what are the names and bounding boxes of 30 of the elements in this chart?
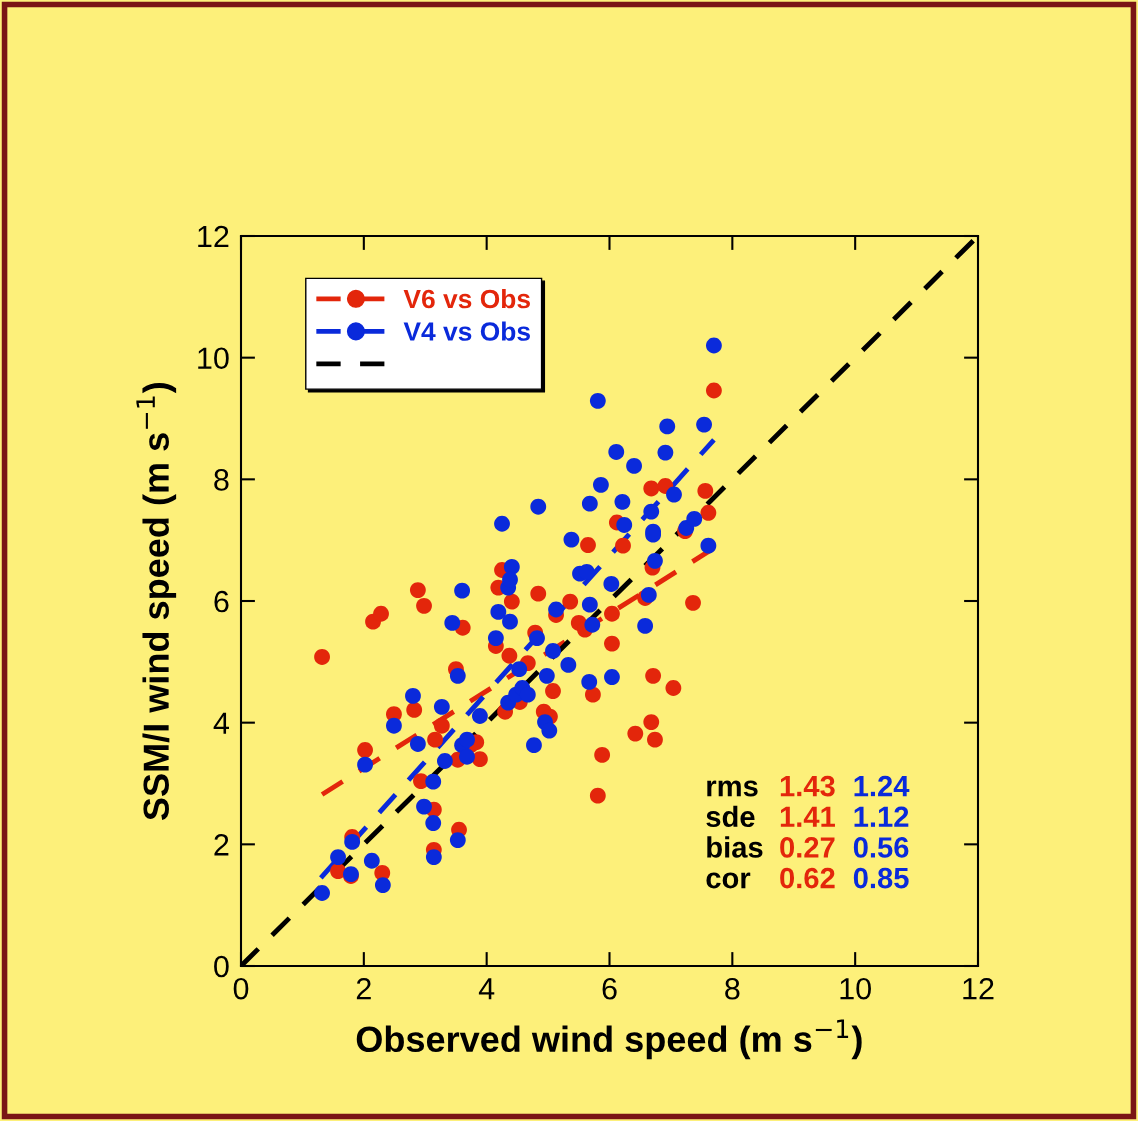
y-tick-label: 6 <box>214 590 229 613</box>
annotation: 1.12 <box>854 806 909 827</box>
x-tick-label: 0 <box>233 977 249 1000</box>
x-tick-label: 12 <box>963 977 994 1000</box>
annotation: 0.27 <box>780 837 835 858</box>
y-axis-title: SSM/I wind speed (m s$^{−1}$) <box>136 383 177 821</box>
x-tick-label: 2 <box>356 977 371 1000</box>
x-tick-label: 10 <box>840 977 871 1000</box>
y-tick-label: 0 <box>214 955 229 978</box>
annotation: 0.56 <box>853 837 909 858</box>
x-tick-label: 4 <box>478 978 495 1000</box>
annotation: rms <box>707 780 758 797</box>
annotation: bias <box>707 836 763 858</box>
annotation: 1.41 <box>780 806 835 827</box>
x-tick-label: 8 <box>725 977 740 1000</box>
y-tick-label: 4 <box>213 712 229 734</box>
y-tick-label: 8 <box>214 469 229 491</box>
x-tick-label: 6 <box>602 977 617 1000</box>
annotation: 1.43 <box>780 775 835 797</box>
annotation: cor <box>706 872 751 889</box>
x-axis-title: Observed wind speed (m s$^{−1}$) <box>356 1019 862 1060</box>
annotation: 0.62 <box>780 867 835 889</box>
annotation: 0.85 <box>853 867 909 889</box>
y-tick-label: 2 <box>214 834 229 856</box>
annotation: sde <box>706 805 755 828</box>
legend-label: V4 vs Obs <box>403 321 530 341</box>
annotation: 1.24 <box>854 775 910 797</box>
legend-label: V6 vs Obs <box>403 288 530 309</box>
y-tick-label: 10 <box>198 347 229 370</box>
y-tick-label: 12 <box>198 225 229 248</box>
